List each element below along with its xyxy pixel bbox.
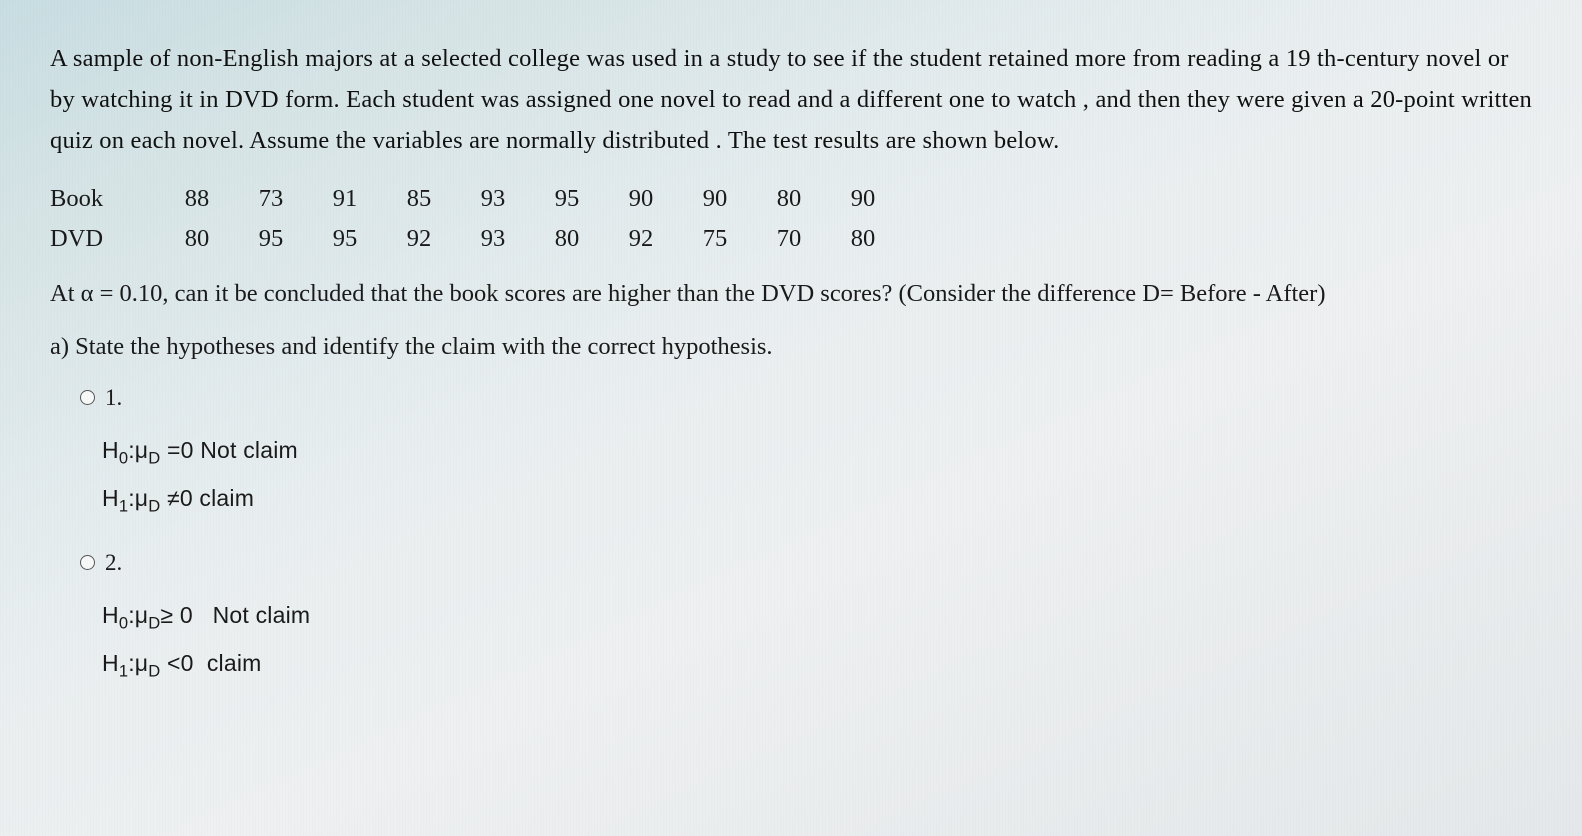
cell: 90 xyxy=(604,179,678,219)
option-1-h1: H1:μD ≠0 claim xyxy=(102,475,1532,524)
option-2-h1: H1:μD <0 claim xyxy=(102,640,1532,689)
option-number: 2. xyxy=(105,550,122,576)
cell: 92 xyxy=(382,219,456,259)
cell: 95 xyxy=(530,179,604,219)
cell: 92 xyxy=(604,219,678,259)
option-number: 1. xyxy=(105,385,122,411)
cell: 80 xyxy=(752,179,826,219)
table-row: Book 88 73 91 85 93 95 90 90 80 90 xyxy=(50,179,900,219)
cell: 88 xyxy=(160,179,234,219)
cell: 70 xyxy=(752,219,826,259)
option-2-h0: H0:μD≥ 0 Not claim xyxy=(102,592,1532,641)
cell: 95 xyxy=(234,219,308,259)
option-1[interactable]: 1. H0:μD =0 Not claim H1:μD ≠0 claim xyxy=(80,385,1532,524)
row-label-dvd: DVD xyxy=(50,219,160,259)
part-a-prompt: a) State the hypotheses and identify the… xyxy=(50,333,1532,361)
cell: 73 xyxy=(234,179,308,219)
cell: 93 xyxy=(456,179,530,219)
cell: 80 xyxy=(160,219,234,259)
cell: 93 xyxy=(456,219,530,259)
cell: 95 xyxy=(308,219,382,259)
cell: 80 xyxy=(530,219,604,259)
answer-options: 1. H0:μD =0 Not claim H1:μD ≠0 claim 2. … xyxy=(80,385,1532,689)
cell: 90 xyxy=(826,179,900,219)
question-text: At α = 0.10, can it be concluded that th… xyxy=(50,273,1532,314)
radio-icon[interactable] xyxy=(80,555,95,570)
row-label-book: Book xyxy=(50,179,160,219)
radio-icon[interactable] xyxy=(80,390,95,405)
cell: 90 xyxy=(678,179,752,219)
option-2[interactable]: 2. H0:μD≥ 0 Not claim H1:μD <0 claim xyxy=(80,550,1532,689)
table-row: DVD 80 95 95 92 93 80 92 75 70 80 xyxy=(50,219,900,259)
option-1-h0: H0:μD =0 Not claim xyxy=(102,427,1532,476)
cell: 85 xyxy=(382,179,456,219)
cell: 91 xyxy=(308,179,382,219)
cell: 80 xyxy=(826,219,900,259)
cell: 75 xyxy=(678,219,752,259)
problem-statement: A sample of non-English majors at a sele… xyxy=(50,38,1532,161)
data-table: Book 88 73 91 85 93 95 90 90 80 90 DVD 8… xyxy=(50,179,900,259)
